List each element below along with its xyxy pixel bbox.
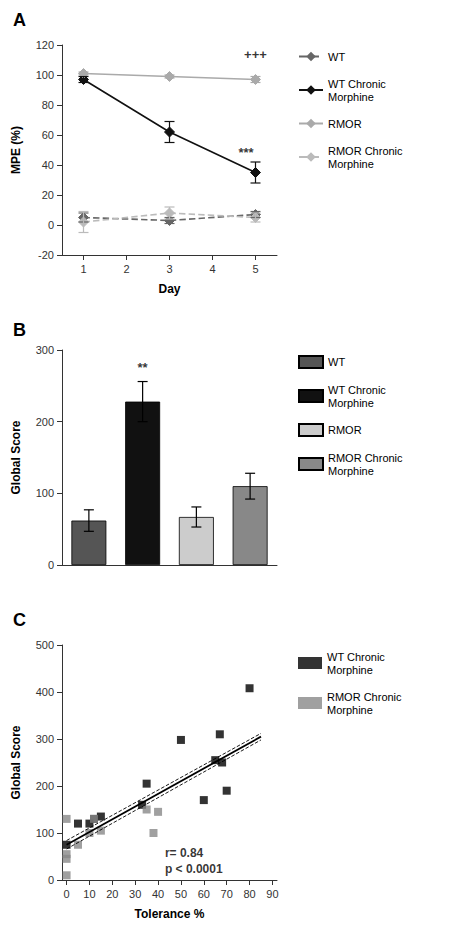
svg-text:Morphine: Morphine	[328, 465, 374, 477]
svg-text:+++: +++	[244, 47, 267, 62]
svg-text:20: 20	[106, 888, 118, 900]
svg-text:B: B	[13, 320, 26, 340]
svg-text:WT Chronic: WT Chronic	[327, 651, 385, 663]
svg-text:Morphine: Morphine	[327, 664, 373, 676]
svg-text:C: C	[13, 610, 26, 630]
svg-text:10: 10	[83, 888, 95, 900]
svg-text:0: 0	[48, 219, 54, 231]
svg-text:4: 4	[209, 263, 215, 275]
svg-text:Global Score: Global Score	[9, 725, 23, 799]
svg-text:p < 0.0001: p < 0.0001	[165, 862, 223, 876]
svg-text:0: 0	[48, 559, 54, 571]
svg-text:300: 300	[36, 733, 54, 745]
svg-text:0: 0	[64, 888, 70, 900]
svg-text:RMOR Chronic: RMOR Chronic	[327, 691, 402, 703]
svg-text:0: 0	[48, 874, 54, 886]
svg-text:RMOR Chronic: RMOR Chronic	[328, 145, 403, 157]
svg-text:70: 70	[221, 888, 233, 900]
svg-text:Morphine: Morphine	[328, 91, 374, 103]
svg-text:RMOR Chronic: RMOR Chronic	[328, 452, 403, 464]
svg-text:80: 80	[243, 888, 255, 900]
svg-text:100: 100	[36, 487, 54, 499]
svg-text:WT Chronic: WT Chronic	[328, 78, 386, 90]
svg-text:3: 3	[166, 263, 172, 275]
svg-text:200: 200	[36, 780, 54, 792]
svg-text:60: 60	[42, 129, 54, 141]
svg-text:60: 60	[198, 888, 210, 900]
svg-text:1: 1	[80, 263, 86, 275]
svg-text:WT: WT	[328, 356, 345, 368]
svg-text:***: ***	[238, 145, 254, 160]
svg-text:**: **	[138, 360, 149, 375]
svg-text:20: 20	[42, 189, 54, 201]
svg-text:200: 200	[36, 416, 54, 428]
svg-text:MPE (%): MPE (%)	[9, 126, 23, 174]
svg-text:WT Chronic: WT Chronic	[328, 384, 386, 396]
svg-text:r= 0.84: r= 0.84	[165, 846, 204, 860]
svg-text:RMOR: RMOR	[328, 424, 362, 436]
svg-text:Global Score: Global Score	[9, 420, 23, 494]
svg-text:40: 40	[42, 159, 54, 171]
svg-text:Morphine: Morphine	[327, 704, 373, 716]
svg-text:Morphine: Morphine	[328, 397, 374, 409]
svg-text:A: A	[13, 10, 26, 30]
svg-text:Day: Day	[158, 282, 180, 296]
svg-text:-20: -20	[38, 249, 54, 261]
svg-text:50: 50	[175, 888, 187, 900]
svg-text:300: 300	[36, 344, 54, 356]
svg-text:30: 30	[129, 888, 141, 900]
svg-text:WT: WT	[328, 51, 345, 63]
svg-text:500: 500	[36, 639, 54, 651]
svg-text:RMOR: RMOR	[328, 118, 362, 130]
svg-text:Tolerance %: Tolerance %	[135, 907, 205, 921]
svg-text:100: 100	[36, 827, 54, 839]
svg-text:90: 90	[266, 888, 278, 900]
svg-text:Morphine: Morphine	[328, 158, 374, 170]
svg-text:100: 100	[36, 69, 54, 81]
svg-text:40: 40	[152, 888, 164, 900]
svg-text:80: 80	[42, 99, 54, 111]
svg-text:2: 2	[123, 263, 129, 275]
svg-text:120: 120	[36, 39, 54, 51]
svg-text:5: 5	[252, 263, 258, 275]
svg-text:400: 400	[36, 686, 54, 698]
